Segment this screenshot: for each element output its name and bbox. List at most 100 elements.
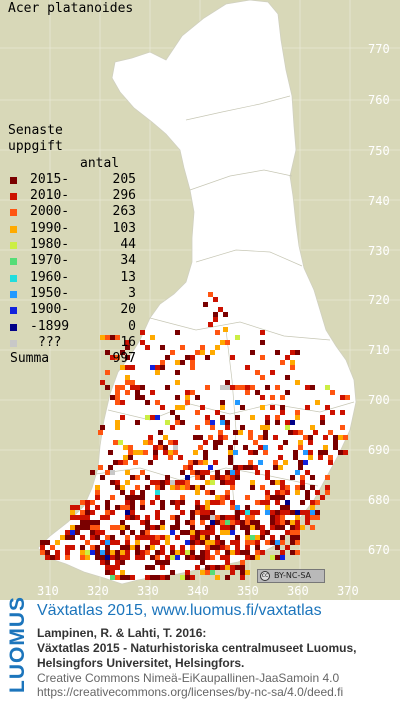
occurrence-cell	[245, 540, 250, 545]
license-url-link[interactable]: https://creativecommons.org/licenses/by-…	[37, 685, 344, 699]
occurrence-cell	[250, 555, 255, 560]
occurrence-cell	[293, 450, 298, 455]
occurrence-cell	[190, 525, 195, 530]
occurrence-cell	[308, 450, 313, 455]
occurrence-cell	[265, 425, 270, 430]
occurrence-cell	[180, 545, 185, 550]
occurrence-cell	[90, 510, 95, 515]
occurrence-cell	[185, 480, 190, 485]
occurrence-cell	[100, 550, 105, 555]
occurrence-cell	[305, 495, 310, 500]
occurrence-cell	[265, 510, 270, 515]
occurrence-cell	[145, 575, 150, 580]
occurrence-cell	[85, 510, 90, 515]
occurrence-cell	[280, 485, 285, 490]
occurrence-cell	[260, 330, 265, 335]
occurrence-cell	[250, 480, 255, 485]
occurrence-cell	[290, 530, 295, 535]
occurrence-cell	[125, 525, 130, 530]
occurrence-cell	[185, 570, 190, 575]
occurrence-cell	[248, 460, 253, 465]
occurrence-cell	[200, 555, 205, 560]
occurrence-cell	[145, 515, 150, 520]
occurrence-cell	[225, 490, 230, 495]
occurrence-cell	[235, 510, 240, 515]
occurrence-cell	[245, 570, 250, 575]
occurrence-cell	[275, 480, 280, 485]
occurrence-cell	[295, 415, 300, 420]
occurrence-cell	[100, 425, 105, 430]
occurrence-cell	[213, 297, 218, 302]
occurrence-cell	[213, 460, 218, 465]
license-line: Creative Commons Nimeä-EiKaupallinen-Jaa…	[37, 671, 340, 685]
occurrence-cell	[158, 445, 163, 450]
occurrence-cell	[158, 430, 163, 435]
occurrence-cell	[235, 335, 240, 340]
occurrence-cell	[200, 470, 205, 475]
occurrence-cell	[155, 400, 160, 405]
occurrence-cell	[225, 340, 230, 345]
occurrence-cell	[285, 545, 290, 550]
occurrence-cell	[300, 480, 305, 485]
occurrence-cell	[210, 425, 215, 430]
occurrence-cell	[148, 460, 153, 465]
occurrence-cell	[175, 500, 180, 505]
occurrence-cell	[210, 520, 215, 525]
occurrence-cell	[155, 550, 160, 555]
occurrence-cell	[210, 530, 215, 535]
occurrence-cell	[220, 405, 225, 410]
occurrence-cell	[185, 575, 190, 580]
occurrence-cell	[295, 550, 300, 555]
occurrence-cell	[328, 455, 333, 460]
occurrence-cell	[120, 555, 125, 560]
occurrence-cell	[285, 355, 290, 360]
occurrence-cell	[253, 450, 258, 455]
occurrence-cell	[225, 545, 230, 550]
occurrence-cell	[80, 515, 85, 520]
occurrence-cell	[153, 450, 158, 455]
occurrence-cell	[170, 570, 175, 575]
occurrence-cell	[185, 400, 190, 405]
occurrence-cell	[115, 550, 120, 555]
y-tick-label: 770	[368, 42, 390, 56]
occurrence-cell	[248, 450, 253, 455]
occurrence-cell	[215, 535, 220, 540]
occurrence-cell	[195, 540, 200, 545]
occurrence-cell	[233, 465, 238, 470]
occurrence-cell	[125, 510, 130, 515]
occurrence-cell	[125, 355, 130, 360]
occurrence-cell	[220, 415, 225, 420]
occurrence-cell	[65, 555, 70, 560]
occurrence-cell	[303, 435, 308, 440]
occurrence-cell	[168, 455, 173, 460]
occurrence-cell	[290, 540, 295, 545]
occurrence-cell	[85, 555, 90, 560]
atlas-title-link[interactable]: Växtatlas 2015, www.luomus.fi/vaxtatlas	[37, 602, 322, 619]
occurrence-cell	[190, 485, 195, 490]
occurrence-cell	[145, 550, 150, 555]
occurrence-cell	[130, 505, 135, 510]
occurrence-cell	[260, 340, 265, 345]
occurrence-cell	[110, 470, 115, 475]
legend-entry: 1990- 103	[8, 221, 136, 237]
occurrence-cell	[210, 525, 215, 530]
occurrence-cell	[255, 370, 260, 375]
occurrence-cell	[90, 535, 95, 540]
legend-swatch	[10, 339, 17, 347]
occurrence-cell	[230, 515, 235, 520]
occurrence-cell	[235, 565, 240, 570]
occurrence-cell	[160, 575, 165, 580]
occurrence-cell	[70, 535, 75, 540]
occurrence-cell	[290, 535, 295, 540]
occurrence-cell	[300, 500, 305, 505]
occurrence-cell	[120, 530, 125, 535]
occurrence-cell	[120, 575, 125, 580]
occurrence-cell	[105, 350, 110, 355]
occurrence-cell	[200, 570, 205, 575]
occurrence-cell	[305, 490, 310, 495]
occurrence-cell	[85, 515, 90, 520]
occurrence-cell	[225, 420, 230, 425]
occurrence-cell	[225, 555, 230, 560]
occurrence-cell	[295, 540, 300, 545]
occurrence-cell	[230, 565, 235, 570]
